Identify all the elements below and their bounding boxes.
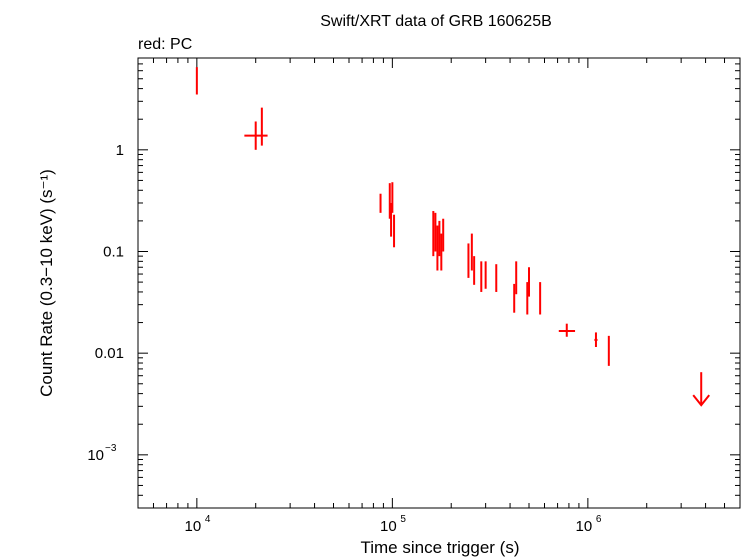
data-point — [480, 261, 483, 292]
y-tick-label: 0.1 — [103, 243, 124, 260]
y-axis-ticks — [138, 57, 740, 509]
data-point — [260, 107, 263, 146]
data-point — [484, 261, 487, 289]
y-tick-label: 10 — [87, 447, 104, 464]
x-axis-label: Time since trigger (s) — [360, 538, 519, 557]
data-point — [391, 182, 394, 213]
data-point — [388, 183, 391, 219]
data-point — [379, 193, 382, 213]
data-point — [244, 121, 268, 150]
data-point — [432, 211, 435, 257]
x-tick-label: 10 — [380, 518, 397, 535]
data-point — [594, 332, 598, 347]
data-point — [607, 335, 610, 366]
x-tick-label-exponent: 4 — [205, 514, 211, 525]
y-tick-label-exponent: −3 — [105, 443, 117, 454]
x-tick-label: 10 — [185, 518, 202, 535]
y-axis-tick-labels: 1 0.1 0.01 10 −3 — [87, 142, 124, 464]
data-point — [473, 256, 476, 285]
data-point — [467, 243, 470, 278]
data-point — [470, 233, 473, 271]
x-tick-label: 10 — [576, 518, 593, 535]
data-points — [195, 67, 710, 407]
data-point — [558, 323, 576, 337]
y-axis-label: Count Rate (0.3−10 keV) (s⁻¹) — [37, 169, 56, 397]
data-point — [390, 202, 393, 237]
chart-subtitle: red: PC — [138, 36, 192, 53]
data-point — [434, 212, 437, 252]
data-point — [195, 67, 198, 95]
plot-frame — [137, 57, 741, 509]
y-tick-label: 1 — [116, 142, 124, 159]
data-point — [393, 214, 396, 248]
x-axis-ticks — [137, 58, 741, 508]
x-tick-label-exponent: 5 — [400, 514, 406, 525]
y-tick-label: 0.01 — [95, 345, 124, 362]
chart-title: Swift/XRT data of GRB 160625B — [320, 13, 552, 30]
upper-limit-arrow — [692, 372, 710, 407]
upper-limit-head — [692, 394, 710, 407]
x-axis-tick-labels: 10 4 10 5 10 6 — [185, 514, 602, 535]
x-tick-label-exponent: 6 — [596, 514, 602, 525]
